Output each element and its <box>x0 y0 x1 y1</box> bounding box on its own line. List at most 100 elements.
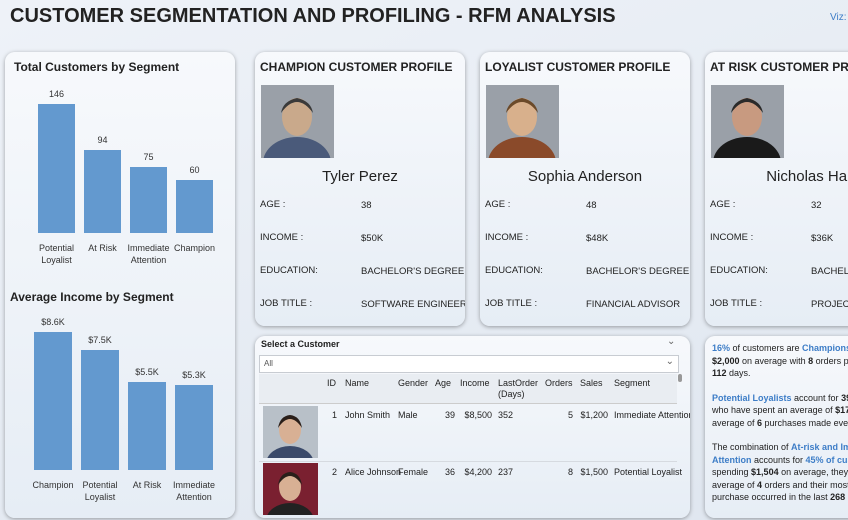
photo-art <box>263 406 318 458</box>
field-label: AGE : <box>710 199 736 210</box>
insight-text: 4 <box>757 479 763 490</box>
insight-text: 268 c <box>830 492 848 502</box>
field-value: $36K <box>811 233 834 244</box>
insight-text: $2,000 <box>712 355 740 366</box>
chart-title: Average Income by Segment <box>10 290 174 304</box>
insight-text: 39 <box>841 392 848 403</box>
data-label: 75 <box>143 151 154 162</box>
insight-text: 8 <box>808 355 814 366</box>
profile-title: CHAMPION CUSTOMER PROFILE <box>260 60 453 74</box>
column-header: Name <box>345 378 370 388</box>
insight-line: The combination of At-risk and Im <box>712 441 848 454</box>
field-value: $48K <box>586 233 609 244</box>
insight-paragraph: Potential Loyalists account for 39who ha… <box>712 392 848 430</box>
field-value: FINANCIAL ADVISOR <box>586 299 681 310</box>
table-cell: 5 <box>567 410 573 420</box>
insight-paragraph: The combination of At-risk and Im Attenti… <box>712 441 848 504</box>
insight-text: account for <box>791 392 842 403</box>
insight-line: 16% of customers are Champions <box>712 342 848 355</box>
insight-line: average of 6 purchases made every <box>712 417 848 430</box>
scrollbar[interactable] <box>678 374 682 382</box>
category-label: Potential Loyalist <box>82 480 118 502</box>
field-value: 48 <box>586 200 597 211</box>
profile-photo <box>261 85 334 158</box>
field-value: SOFTWARE ENGINEER <box>361 299 465 310</box>
slicer-dropdown[interactable]: All ⌄ <box>259 355 679 373</box>
category-label: At Risk <box>132 480 162 490</box>
insight-text: Potential Loyalists <box>712 392 792 403</box>
insight-text: orders p <box>813 355 848 366</box>
insight-text: of customers are <box>730 343 803 353</box>
table-cell: 352 <box>498 410 514 420</box>
field-label: AGE : <box>260 199 286 210</box>
profile-photo <box>711 85 784 158</box>
insight-text: 112 <box>712 368 727 378</box>
insight-text: Attention <box>712 454 752 465</box>
field-label: EDUCATION: <box>260 265 318 276</box>
bar <box>175 385 213 470</box>
insight-line: who have spent an average of $17 <box>712 404 848 417</box>
table-cell: Potential Loyalist <box>614 467 683 477</box>
field-value: PROJECT MANAGER <box>811 299 848 310</box>
slicer-toggle[interactable]: ⌄ <box>667 336 676 347</box>
insight-text: 45% of cus <box>805 454 848 465</box>
field-value: BACHELOR'S DEGREE <box>811 266 848 277</box>
table-cell: Female <box>398 467 429 477</box>
field-label: INCOME : <box>710 232 754 243</box>
insights-panel: 16% of customers are Champions $2,000 on … <box>705 336 848 518</box>
field-label: JOB TITLE : <box>485 298 538 309</box>
row-divider <box>259 461 677 462</box>
category-label: Potential Loyalist <box>38 243 75 265</box>
field-value: BACHELOR'S DEGREE <box>361 266 465 277</box>
field-label: INCOME : <box>260 232 304 243</box>
field-label: EDUCATION: <box>485 265 543 276</box>
insight-text: spending <box>712 467 752 477</box>
field-label: JOB TITLE : <box>710 298 763 309</box>
table-cell: Alice Johnson <box>345 467 402 477</box>
field-label: EDUCATION: <box>710 265 768 276</box>
column-header: LastOrder (Days) <box>498 378 539 399</box>
insight-text: on average with <box>739 355 809 366</box>
slicer-title: Select a Customer <box>261 339 340 349</box>
bar <box>34 332 72 470</box>
bar <box>130 166 167 233</box>
field-value: BACHELOR'S DEGREE <box>586 266 690 277</box>
data-label: $5.3K <box>182 370 206 381</box>
insight-text: accounts for <box>751 454 806 465</box>
insight-text: orders and their most <box>762 479 848 490</box>
slicer-value: All <box>264 359 273 368</box>
insight-text: At-risk and Im <box>791 442 848 452</box>
column-header: Age <box>435 378 452 388</box>
data-label: 146 <box>48 89 65 100</box>
customer-photo <box>263 406 318 458</box>
table-cell: $1,500 <box>580 467 608 477</box>
insight-line: average of 4 orders and their most <box>712 479 848 492</box>
insight-line: purchase occurred in the last 268 c <box>712 491 848 504</box>
field-label: AGE : <box>485 199 511 210</box>
insight-line: spending $1,504 on average, they <box>712 466 848 479</box>
data-label: 60 <box>189 165 200 175</box>
profile-card: AT RISK CUSTOMER PROFILE Nicholas Hall AGE… <box>705 52 848 326</box>
viz-credit: Viz: I <box>830 12 848 23</box>
field-label: JOB TITLE : <box>260 298 313 309</box>
field-value: 38 <box>361 200 372 211</box>
bar <box>81 350 119 470</box>
table-cell: 36 <box>444 467 455 477</box>
bar <box>84 149 121 233</box>
table-cell: 237 <box>498 467 514 477</box>
insight-line: Potential Loyalists account for 39 <box>712 392 848 405</box>
table-cell: $8,500 <box>464 410 492 420</box>
table-cell: $4,200 <box>464 467 492 477</box>
customer-table: Select a Customer ⌄ All ⌄ ID Name Gender Ag… <box>255 336 690 518</box>
customer-photo <box>263 463 318 515</box>
bar <box>38 104 75 233</box>
profile-name: Nicholas Hall <box>766 168 848 185</box>
chart-title: Total Customers by Segment <box>14 60 180 74</box>
insight-text: who have spent an average of <box>712 405 836 415</box>
category-label: Champion <box>32 480 74 490</box>
photo-art <box>486 85 559 158</box>
category-label: Immediate Attention <box>172 480 216 502</box>
profile-card: CHAMPION CUSTOMER PROFILE Tyler Perez AGE … <box>255 52 465 326</box>
profile-title: LOYALIST CUSTOMER PROFILE <box>485 60 671 74</box>
